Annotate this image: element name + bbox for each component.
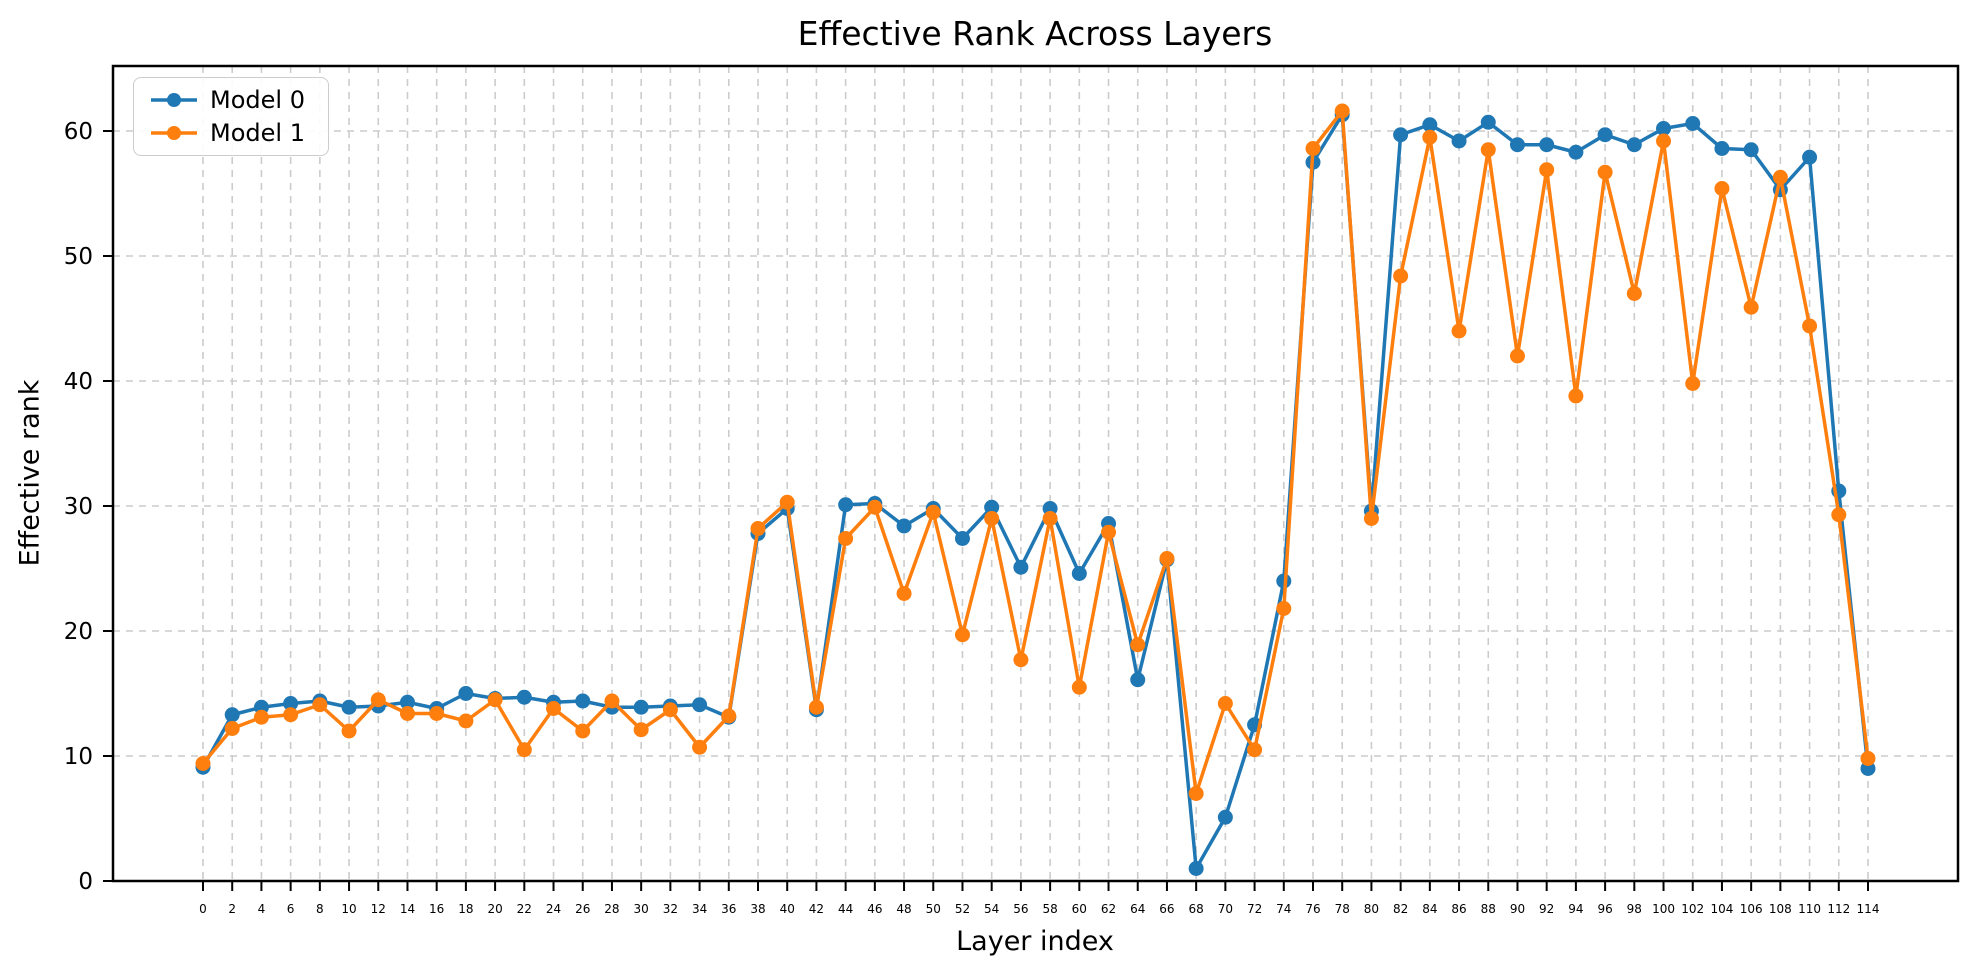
- svg-text:68: 68: [1189, 902, 1204, 916]
- svg-text:78: 78: [1335, 902, 1350, 916]
- svg-text:54: 54: [984, 902, 999, 916]
- svg-text:0: 0: [199, 902, 207, 916]
- svg-text:34: 34: [692, 902, 707, 916]
- chart-title: Effective Rank Across Layers: [797, 14, 1273, 53]
- svg-text:0: 0: [78, 869, 93, 895]
- svg-text:36: 36: [721, 902, 736, 916]
- svg-text:46: 46: [867, 902, 882, 916]
- svg-text:40: 40: [780, 902, 795, 916]
- svg-text:106: 106: [1740, 902, 1763, 916]
- svg-text:26: 26: [575, 902, 590, 916]
- svg-text:20: 20: [64, 619, 93, 645]
- svg-text:42: 42: [809, 902, 824, 916]
- svg-text:62: 62: [1101, 902, 1116, 916]
- svg-text:16: 16: [429, 902, 444, 916]
- legend-item-model-1: Model 1: [148, 121, 314, 145]
- svg-text:44: 44: [838, 902, 853, 916]
- svg-text:10: 10: [64, 744, 93, 770]
- svg-text:76: 76: [1305, 902, 1320, 916]
- svg-text:94: 94: [1568, 902, 1583, 916]
- svg-text:6: 6: [287, 902, 295, 916]
- svg-text:66: 66: [1159, 902, 1174, 916]
- svg-text:28: 28: [604, 902, 619, 916]
- y-axis-label: Effective rank: [14, 379, 46, 567]
- svg-text:90: 90: [1510, 902, 1525, 916]
- svg-text:96: 96: [1597, 902, 1612, 916]
- svg-text:112: 112: [1827, 902, 1850, 916]
- svg-text:24: 24: [546, 902, 561, 916]
- legend-label: Model 1: [210, 119, 305, 147]
- svg-text:20: 20: [487, 902, 502, 916]
- svg-text:30: 30: [634, 902, 649, 916]
- svg-text:110: 110: [1798, 902, 1821, 916]
- svg-text:10: 10: [341, 902, 356, 916]
- svg-text:114: 114: [1857, 902, 1880, 916]
- svg-text:12: 12: [371, 902, 386, 916]
- svg-text:88: 88: [1481, 902, 1496, 916]
- svg-text:8: 8: [316, 902, 324, 916]
- svg-text:40: 40: [64, 369, 93, 395]
- svg-text:72: 72: [1247, 902, 1262, 916]
- svg-text:60: 60: [1072, 902, 1087, 916]
- svg-text:64: 64: [1130, 902, 1145, 916]
- svg-text:18: 18: [458, 902, 473, 916]
- svg-text:70: 70: [1218, 902, 1233, 916]
- svg-text:102: 102: [1681, 902, 1704, 916]
- svg-text:98: 98: [1627, 902, 1642, 916]
- svg-text:60: 60: [64, 119, 93, 145]
- svg-text:108: 108: [1769, 902, 1792, 916]
- svg-text:52: 52: [955, 902, 970, 916]
- svg-text:50: 50: [64, 244, 93, 270]
- legend-line-marker-icon: [151, 126, 197, 140]
- svg-text:56: 56: [1013, 902, 1028, 916]
- svg-text:82: 82: [1393, 902, 1408, 916]
- legend-item-model-0: Model 0: [148, 88, 314, 112]
- svg-text:92: 92: [1539, 902, 1554, 916]
- svg-text:22: 22: [517, 902, 532, 916]
- svg-text:30: 30: [64, 494, 93, 520]
- svg-text:2: 2: [228, 902, 236, 916]
- svg-text:100: 100: [1652, 902, 1675, 916]
- svg-text:14: 14: [400, 902, 415, 916]
- svg-text:32: 32: [663, 902, 678, 916]
- svg-text:84: 84: [1422, 902, 1437, 916]
- svg-text:74: 74: [1276, 902, 1291, 916]
- legend-line-marker-icon: [151, 93, 197, 107]
- legend: Model 0 Model 1: [133, 77, 329, 156]
- legend-label: Model 0: [210, 86, 305, 114]
- svg-text:50: 50: [926, 902, 941, 916]
- svg-text:104: 104: [1710, 902, 1733, 916]
- svg-text:48: 48: [896, 902, 911, 916]
- svg-text:38: 38: [750, 902, 765, 916]
- svg-text:58: 58: [1042, 902, 1057, 916]
- svg-text:86: 86: [1451, 902, 1466, 916]
- x-axis-label: Layer index: [956, 926, 1114, 957]
- svg-text:80: 80: [1364, 902, 1379, 916]
- svg-text:4: 4: [258, 902, 266, 916]
